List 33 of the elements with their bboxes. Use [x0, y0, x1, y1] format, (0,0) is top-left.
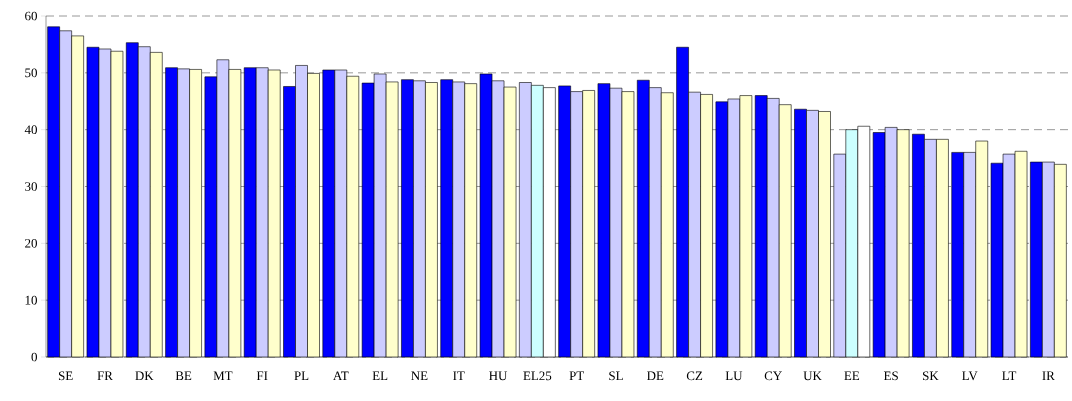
x-tick-label: SL: [609, 371, 623, 381]
y-tick-label: 60: [25, 11, 37, 21]
x-tick-label: EE: [844, 371, 860, 380]
x-tick-label: PT: [569, 371, 584, 380]
y-tick-label: 10: [25, 295, 37, 305]
x-tick-label: BE: [175, 371, 192, 381]
y-tick-label: 50: [25, 68, 37, 78]
x-tick-label: UK: [803, 371, 822, 381]
x-tick-label: LV: [962, 371, 978, 381]
x-tick-label: EL25: [523, 371, 552, 381]
x-tick-label: HU: [489, 371, 508, 381]
x-tick-label: CY: [764, 371, 782, 381]
x-tick-label: FI: [256, 371, 268, 380]
x-tick-label: MT: [213, 371, 233, 380]
x-tick-label: FR: [97, 371, 113, 380]
y-tick-label: 20: [25, 238, 37, 248]
x-tick-label: LU: [725, 371, 743, 381]
x-tick-label: CZ: [686, 371, 703, 381]
x-tick-label: EL: [372, 371, 388, 380]
y-tick-label: 0: [31, 352, 37, 362]
x-tick-label: NE: [411, 371, 428, 380]
x-tick-label: AT: [333, 371, 349, 381]
x-tick-label: IT: [453, 371, 465, 380]
x-tick-label: DK: [135, 371, 154, 381]
x-tick-label: DE: [647, 371, 664, 381]
y-tick-label: 30: [25, 182, 37, 191]
y-tick-label: 40: [24, 125, 37, 135]
x-tick-label: LT: [1002, 371, 1017, 380]
x-tick-label: IR: [1042, 371, 1055, 380]
x-tick-label: PL: [294, 371, 309, 380]
x-tick-label: SE: [58, 371, 73, 381]
x-tick-label: ES: [883, 371, 898, 381]
x-tick-label: SK: [923, 371, 939, 381]
